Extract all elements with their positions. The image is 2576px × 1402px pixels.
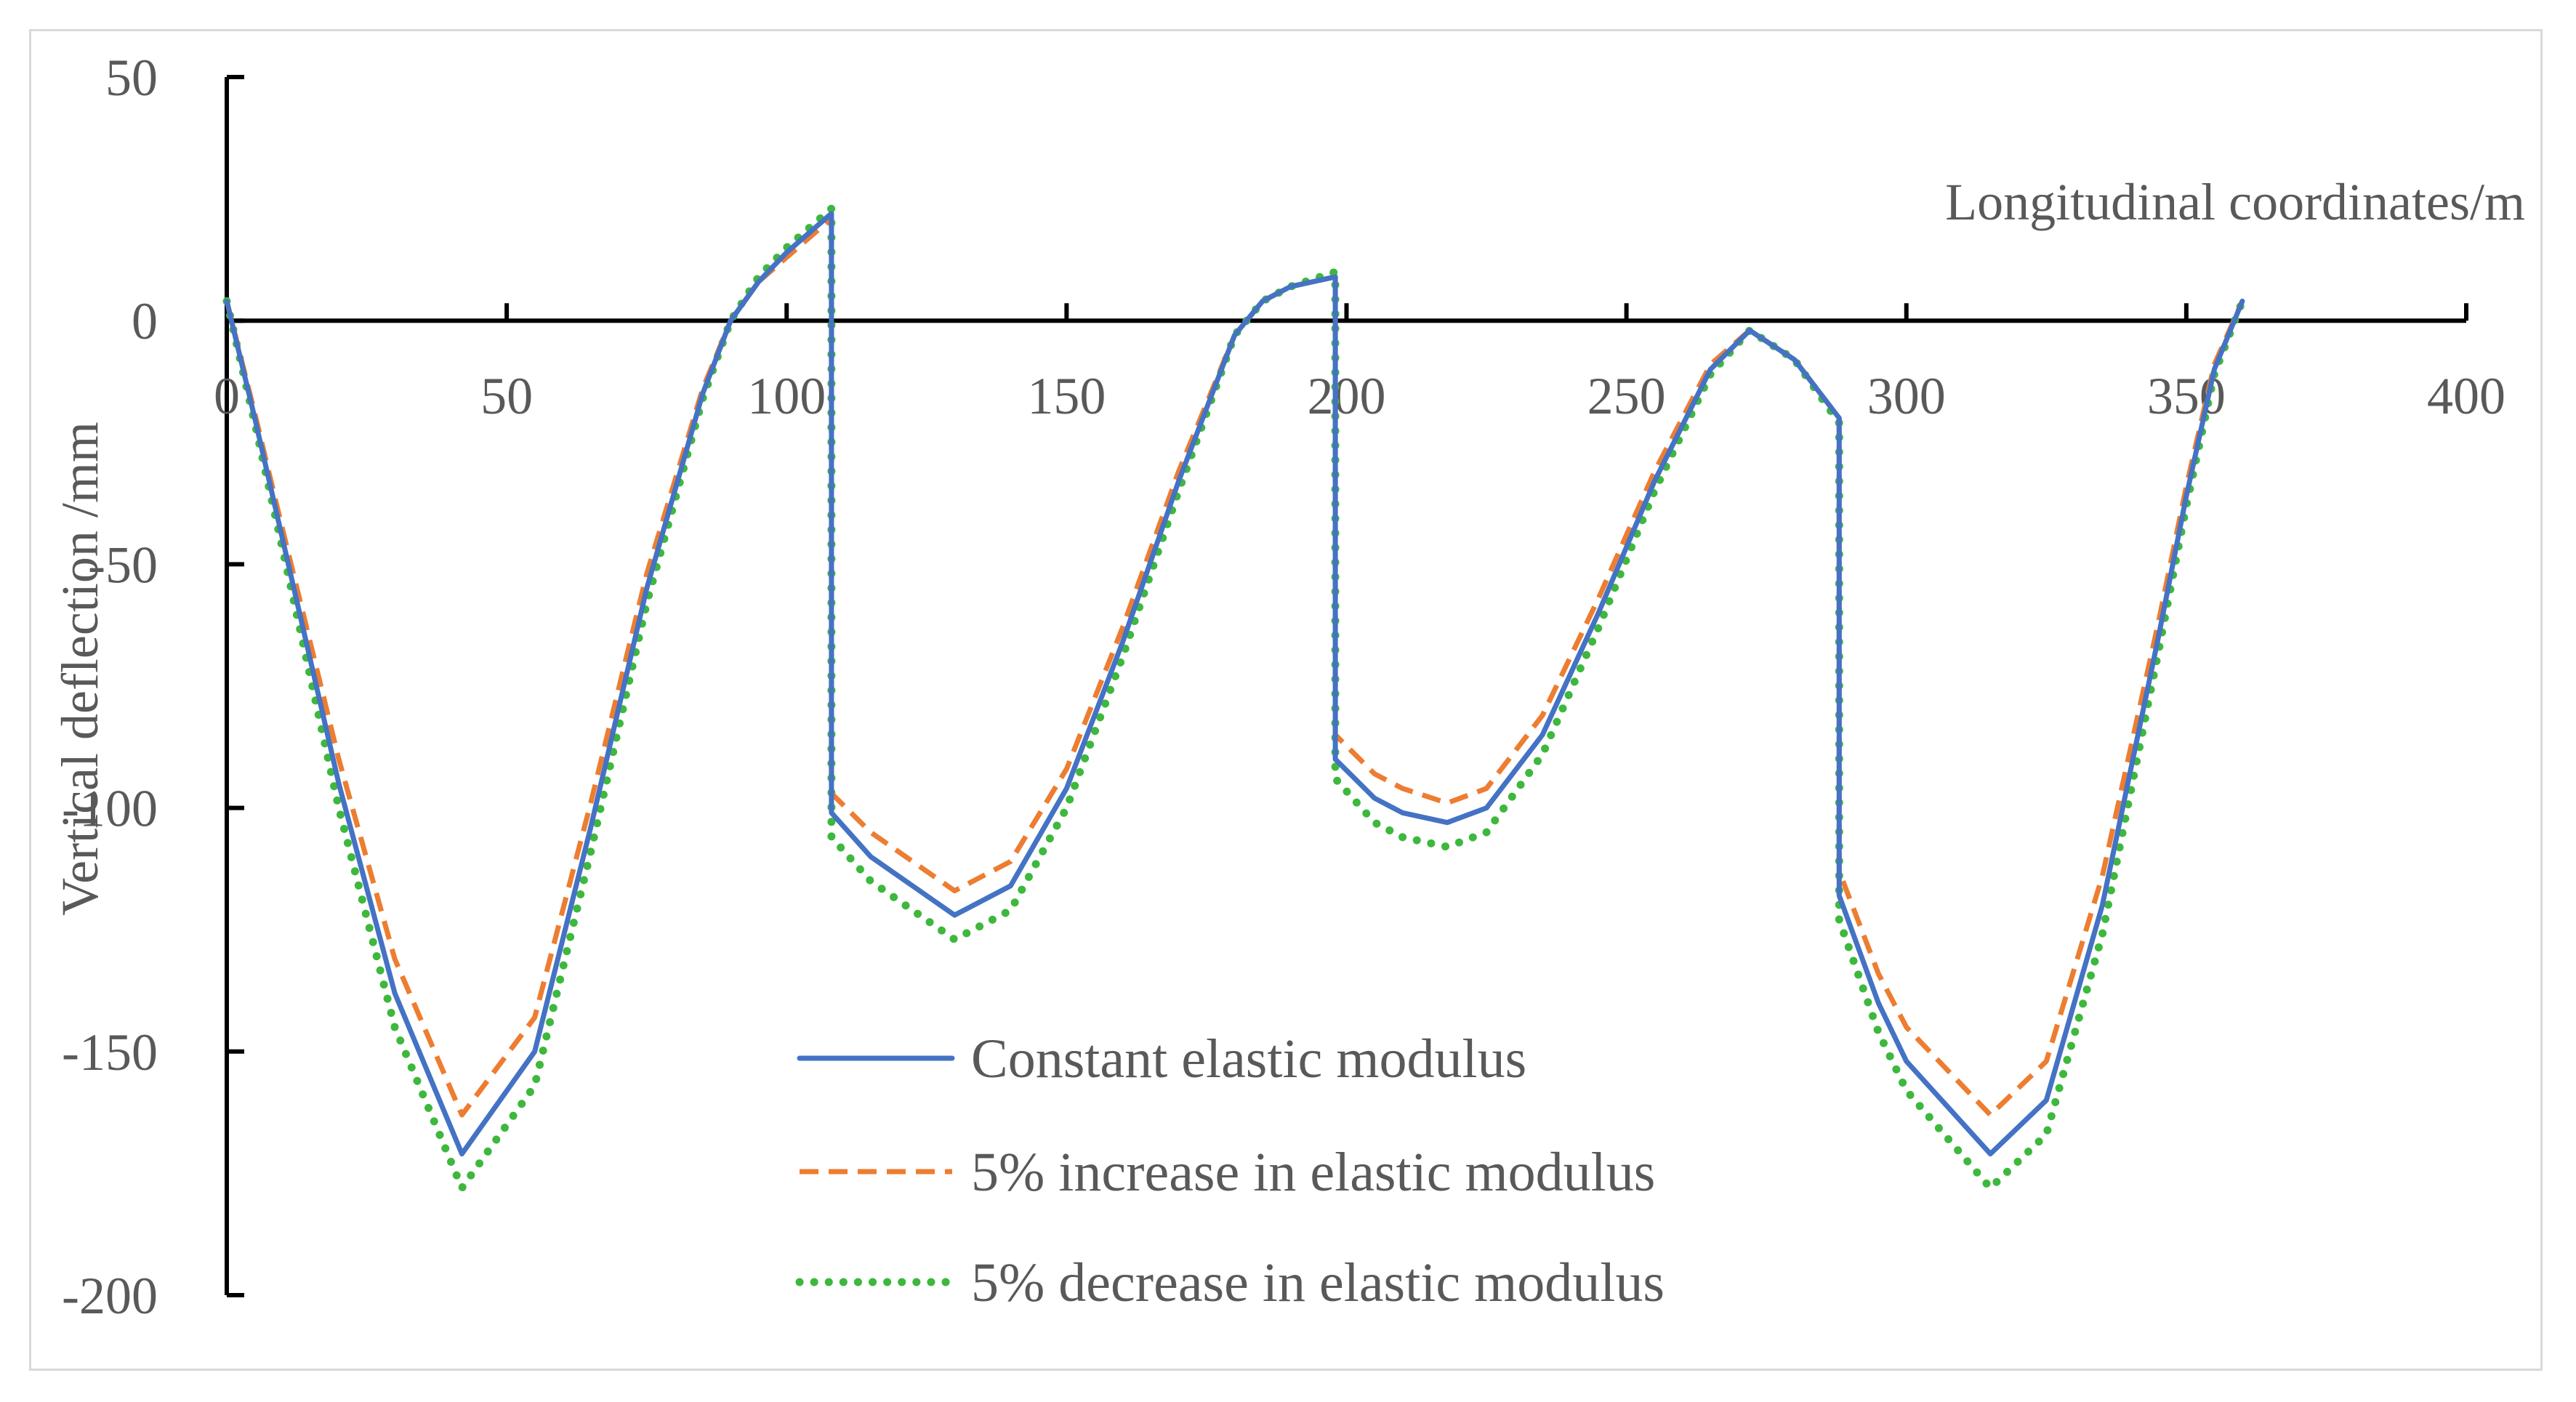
x-tick-label: 0 [214, 367, 240, 425]
x-tick-label: 250 [1587, 367, 1666, 425]
x-tick-label: 100 [747, 367, 826, 425]
series-line-constant [224, 211, 2245, 1157]
x-axis-title: Longitudinal coordinates/m [1945, 173, 2525, 231]
y-tick-label: -150 [62, 1023, 158, 1081]
x-tick-label: 200 [1308, 367, 1386, 425]
legend-entry-label: Constant elastic modulus [971, 1028, 1526, 1089]
legend-entry-label: 5% decrease in elastic modulus [971, 1252, 1665, 1313]
series-lines [222, 204, 2247, 1192]
y-tick-label: 0 [132, 292, 158, 350]
legend: Constant elastic modulus 5% increase in e… [795, 1028, 1665, 1313]
series-line-increase [224, 215, 2245, 1118]
legend-entry-label: 5% increase in elastic modulus [971, 1142, 1655, 1203]
x-tick-label: 400 [2427, 367, 2505, 425]
x-tick-label: 150 [1027, 367, 1106, 425]
y-tick-label: -200 [62, 1267, 158, 1325]
x-tick-label: 300 [1867, 367, 1946, 425]
y-tick-label: 50 [105, 49, 158, 107]
y-tick-label: -100 [62, 780, 158, 838]
y-axis-title: Vertical deflection /mm [51, 422, 109, 916]
x-tick-label: 50 [480, 367, 533, 425]
y-tick-label: -50 [88, 536, 158, 594]
